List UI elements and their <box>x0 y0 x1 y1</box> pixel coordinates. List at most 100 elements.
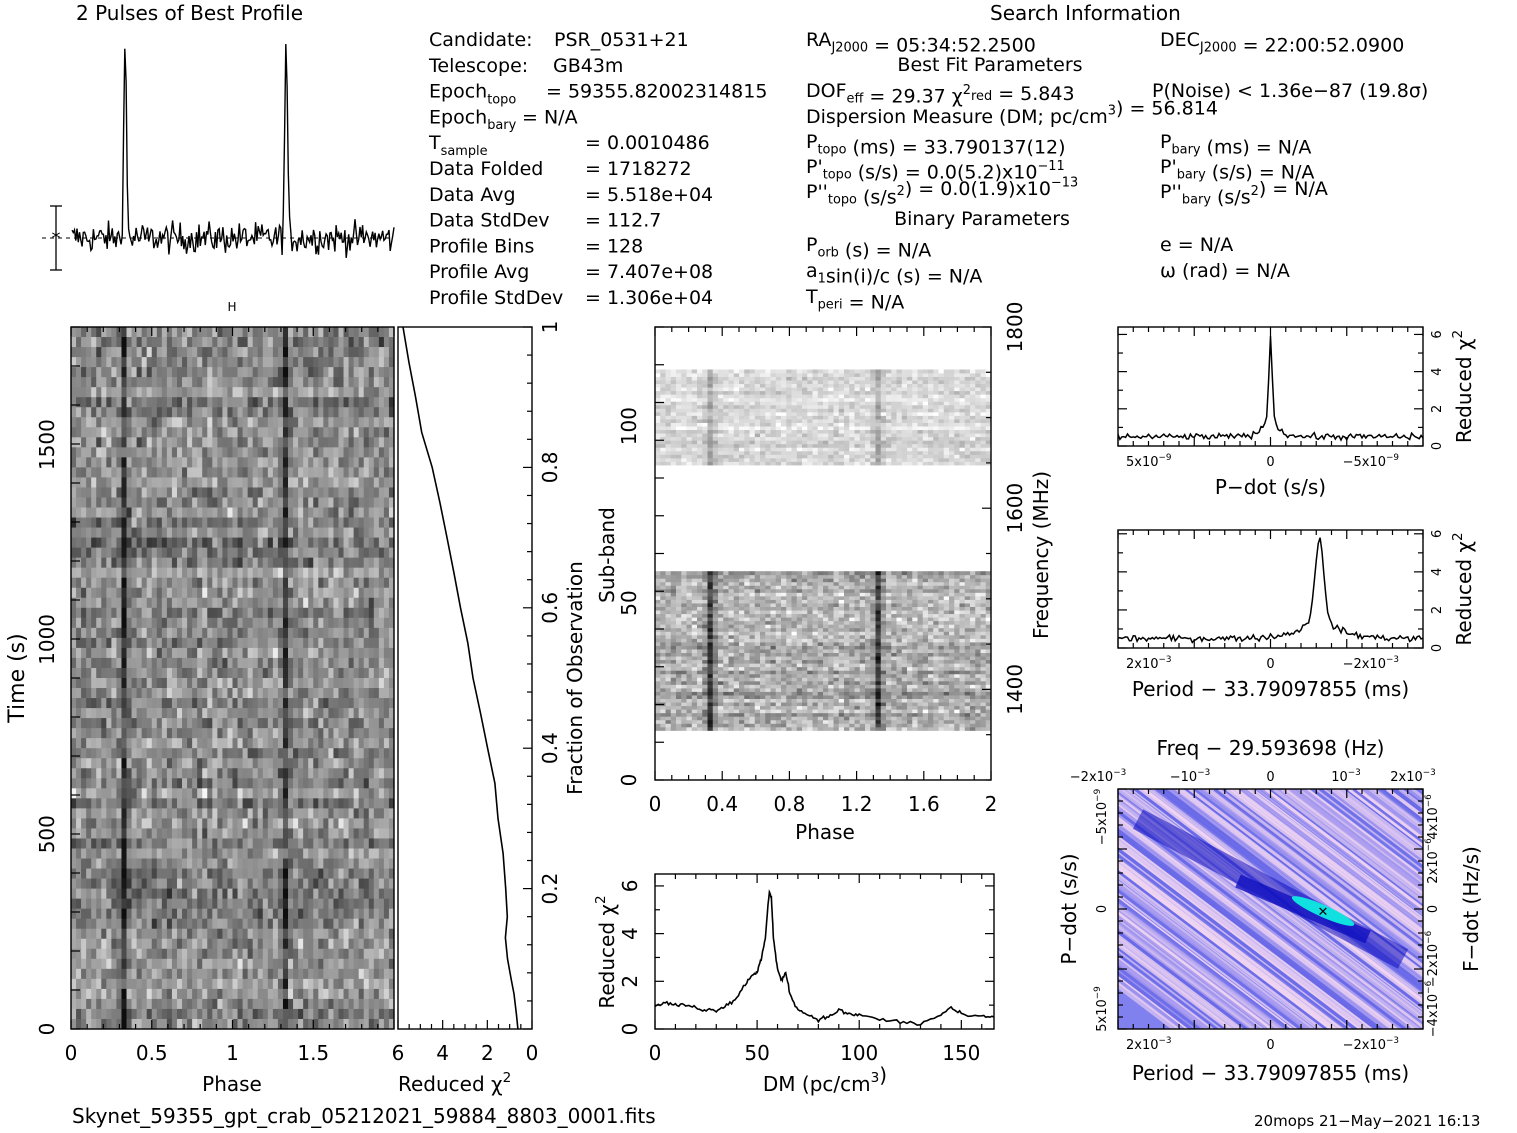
subband-cell <box>949 716 955 721</box>
time-phase-cell <box>247 387 254 398</box>
time-phase-cell <box>318 748 324 759</box>
time-phase-cell <box>232 698 238 709</box>
time-phase-cell <box>252 507 259 518</box>
time-phase-cell <box>146 507 153 518</box>
time-phase-cell <box>161 417 168 428</box>
time-phase-cell <box>242 958 249 970</box>
time-phase-cell <box>267 377 274 388</box>
time-phase-cell <box>282 487 289 498</box>
pddot-topo-value: P''topo (s/s2) = 0.0(1.9)x10−13 <box>806 176 1078 209</box>
time-phase-cell <box>363 647 370 659</box>
time-phase-cell <box>298 397 304 408</box>
time-phase-cell <box>166 718 173 729</box>
time-phase-cell <box>222 537 228 549</box>
time-phase-cell <box>313 858 319 869</box>
time-phase-cell <box>91 537 97 549</box>
subband-cell <box>723 726 729 731</box>
time-phase-cell <box>343 828 349 839</box>
time-phase-cell <box>156 818 163 829</box>
subband-cell <box>733 712 740 717</box>
time-phase-cell <box>267 748 274 759</box>
time-phase-cell <box>171 728 178 739</box>
time-phase-cell <box>96 898 102 910</box>
time-phase-cell <box>388 768 395 779</box>
time-phase-cell <box>171 688 178 699</box>
time-phase-cell <box>383 327 390 338</box>
subband-cell <box>754 709 761 714</box>
subband-cell <box>718 712 724 717</box>
time-phase-cell <box>353 938 360 950</box>
time-phase-cell <box>126 778 132 789</box>
time-phase-cell <box>96 457 102 468</box>
time-phase-cell <box>303 617 309 629</box>
time-phase-cell <box>86 968 92 980</box>
time-phase-cell <box>237 958 243 970</box>
time-phase-cell <box>91 688 97 699</box>
time-phase-cell <box>363 547 370 559</box>
time-phase-cell <box>358 838 365 849</box>
time-phase-cell <box>126 517 132 528</box>
time-phase-cell <box>383 497 390 508</box>
time-phase-cell <box>298 537 304 549</box>
time-phase-cell <box>313 577 319 589</box>
time-phase-cell <box>91 347 97 358</box>
time-phase-cell <box>363 888 370 900</box>
subband-cell <box>723 723 729 728</box>
time-phase-cell <box>257 968 264 980</box>
time-phase-cell <box>96 768 102 779</box>
time-phase-cell <box>146 437 153 448</box>
time-phase-cell <box>176 607 183 619</box>
time-phase-cell <box>76 347 82 358</box>
subband-cell <box>781 726 787 731</box>
time-phase-cell <box>202 457 208 468</box>
time-phase-cell <box>282 457 289 468</box>
time-phase-cell <box>106 718 112 729</box>
time-phase-cell <box>378 667 385 679</box>
time-phase-cell <box>288 788 294 799</box>
time-phase-cell <box>197 647 203 659</box>
time-phase-cell <box>146 387 153 398</box>
time-phase-cell <box>151 968 158 980</box>
time-phase-cell <box>101 998 107 1010</box>
time-phase-cell <box>262 627 269 639</box>
time-phase-cell <box>298 1008 304 1020</box>
time-phase-cell <box>318 828 324 839</box>
time-phase-cell <box>232 988 238 1000</box>
time-phase-cell <box>313 978 319 990</box>
subband-cell <box>686 709 693 714</box>
time-phase-cell <box>121 347 127 358</box>
subband-cell <box>985 726 992 731</box>
time-phase-cell <box>388 557 395 569</box>
time-phase-cell <box>81 607 87 619</box>
time-phase-cell <box>202 517 208 528</box>
time-phase-cell <box>343 758 349 769</box>
time-phase-cell <box>141 998 148 1010</box>
time-phase-cell <box>131 407 138 418</box>
time-phase-cell <box>282 898 289 910</box>
time-phase-cell <box>121 718 127 729</box>
time-phase-cell <box>383 537 390 549</box>
time-phase-cell <box>373 1018 380 1030</box>
time-phase-cell <box>91 828 97 839</box>
time-phase-cell <box>71 998 77 1010</box>
time-phase-cell <box>293 517 299 528</box>
time-phase-cell <box>318 988 324 1000</box>
time-phase-cell <box>96 367 102 378</box>
time-phase-cell <box>222 918 228 930</box>
time-phase-cell <box>182 617 188 629</box>
time-phase-cell <box>71 547 77 559</box>
time-phase-cell <box>368 357 375 368</box>
time-phase-cell <box>358 818 365 829</box>
time-phase-cell <box>111 908 117 920</box>
time-phase-cell <box>323 577 329 589</box>
time-phase-cell <box>272 497 279 508</box>
time-phase-cell <box>267 637 274 649</box>
time-phase-cell <box>151 838 158 849</box>
time-phase-cell <box>313 477 319 488</box>
time-phase-cell <box>242 758 249 769</box>
time-phase-cell <box>252 527 259 538</box>
time-phase-cell <box>358 497 365 508</box>
time-phase-cell <box>91 978 97 990</box>
time-phase-cell <box>363 868 370 879</box>
time-phase-cell <box>318 467 324 478</box>
